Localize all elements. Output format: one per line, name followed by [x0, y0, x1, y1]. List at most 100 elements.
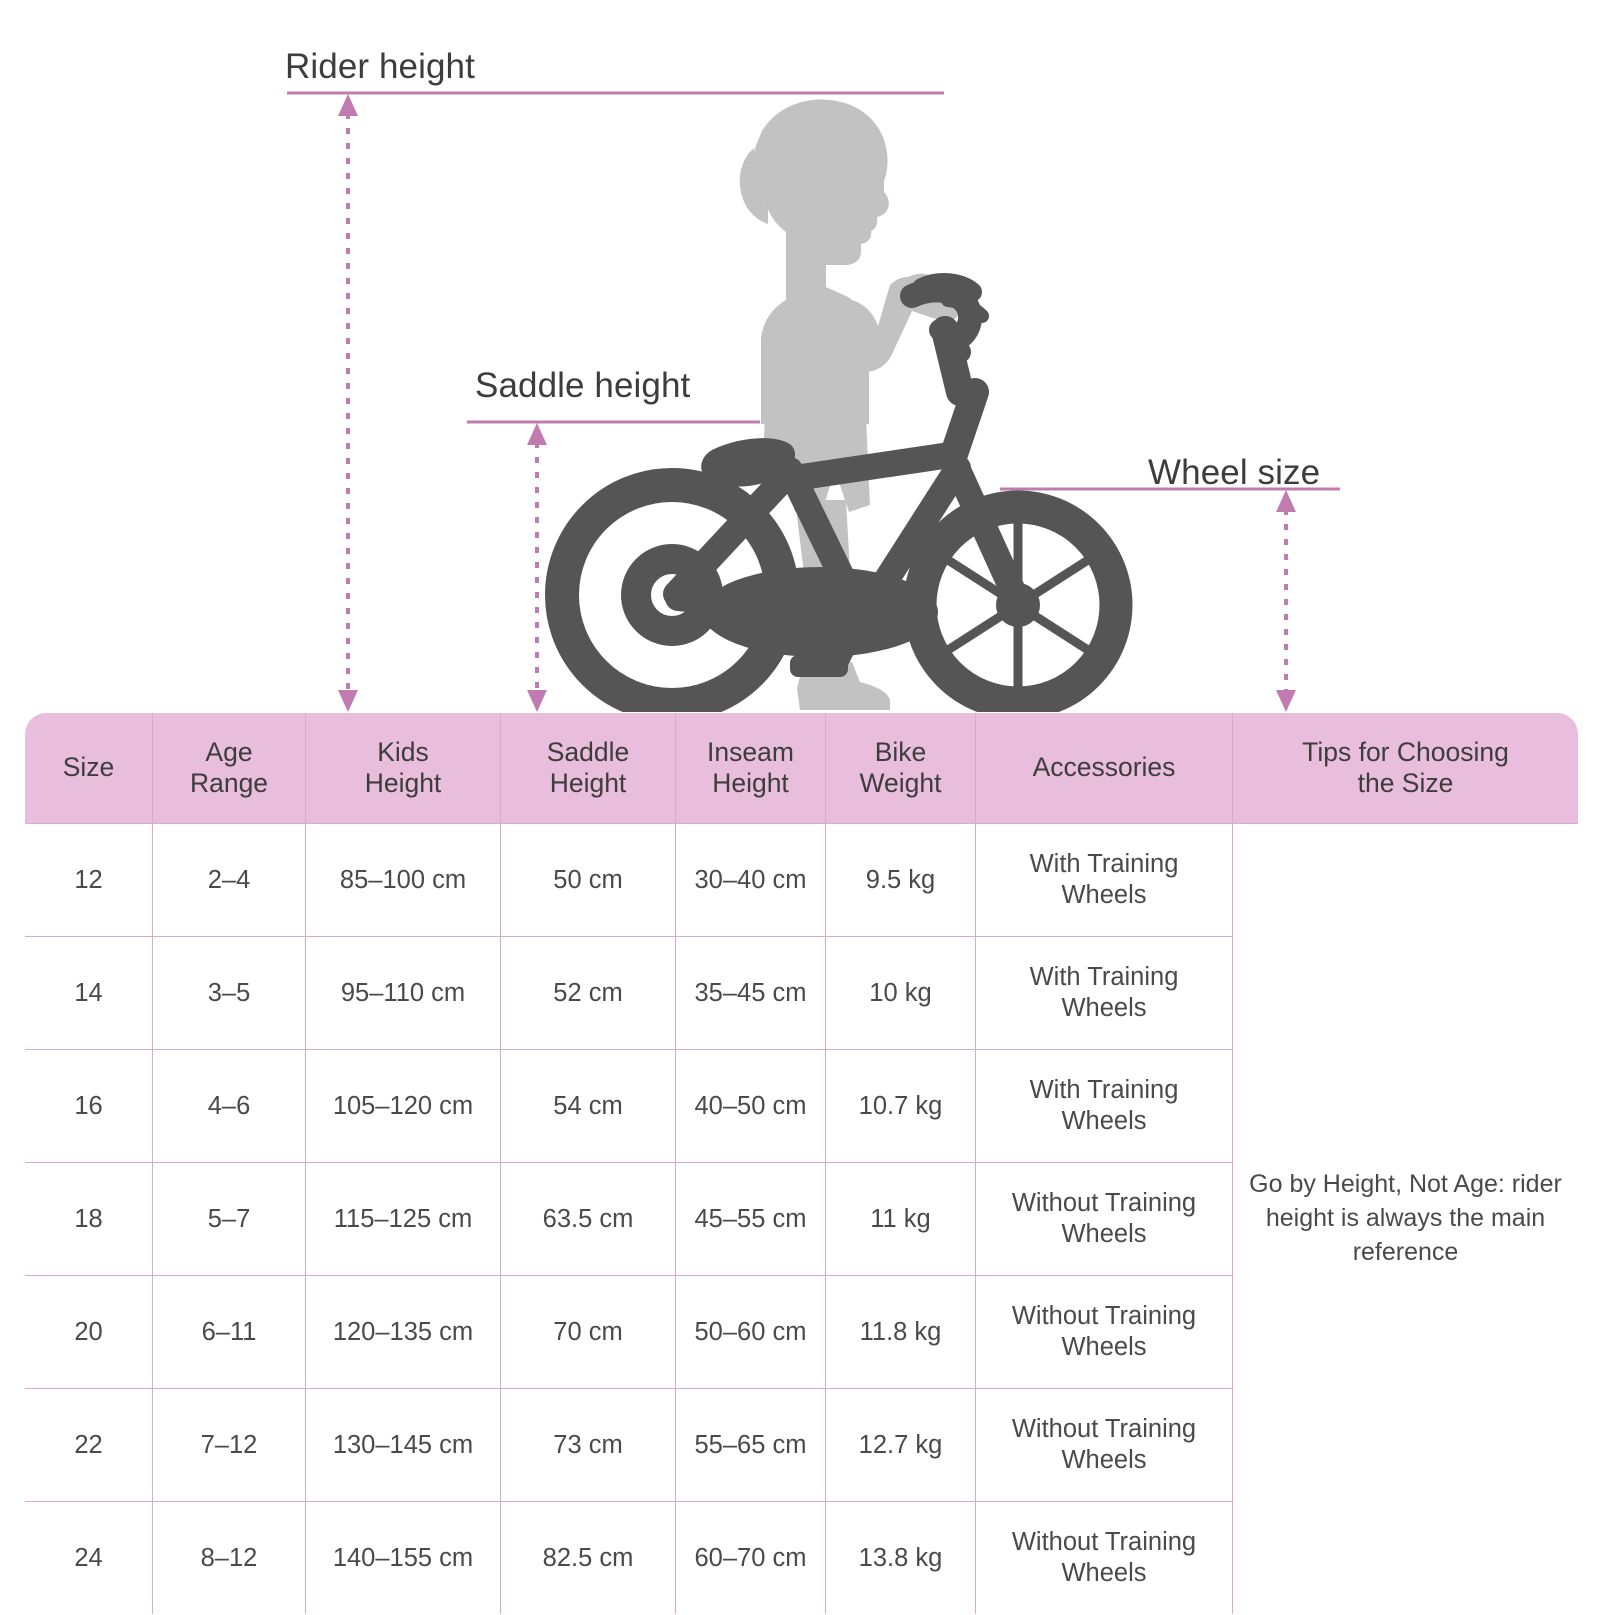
cell-kids-height: 95–110 cm [305, 936, 501, 1050]
cell-weight: 11 kg [825, 1162, 976, 1276]
cell-inseam: 55–65 cm [675, 1388, 826, 1502]
cell-kids-height: 105–120 cm [305, 1049, 501, 1163]
table-row: 20 6–11 120–135 cm 70 cm 50–60 cm 11.8 k… [25, 1275, 1578, 1389]
cell-accessories: Without Training Wheels [975, 1388, 1233, 1502]
cell-saddle-height: 54 cm [500, 1049, 676, 1163]
table-header: Size Age Range Kids Height Saddle Height… [25, 713, 1578, 824]
kids-bicycle-silhouette-icon [545, 273, 1133, 720]
header-text-line1: Inseam [707, 736, 794, 767]
cell-size: 18 [25, 1162, 153, 1276]
cell-saddle-height: 70 cm [500, 1275, 676, 1389]
cell-size: 22 [25, 1388, 153, 1502]
cell-saddle-height: 63.5 cm [500, 1162, 676, 1276]
table-row: 18 5–7 115–125 cm 63.5 cm 45–55 cm 11 kg… [25, 1162, 1578, 1276]
column-header-saddle-height: Saddle Height [500, 713, 676, 824]
accessories-line1: With Training [1029, 850, 1179, 879]
cell-kids-height: 140–155 cm [305, 1501, 501, 1614]
cell-accessories: With Training Wheels [975, 823, 1233, 937]
cell-saddle-height: 73 cm [500, 1388, 676, 1502]
header-text-line2: Weight [859, 768, 942, 798]
header-text-line1: Saddle [546, 736, 630, 767]
accessories-line2: Wheels [1061, 1220, 1147, 1248]
cell-size: 12 [25, 823, 153, 937]
accessories-line2: Wheels [1061, 881, 1147, 909]
cell-kids-height: 130–145 cm [305, 1388, 501, 1502]
cell-size: 20 [25, 1275, 153, 1389]
cell-weight: 11.8 kg [825, 1275, 976, 1389]
column-header-tips: Tips for Choosing the Size [1232, 713, 1578, 824]
bike-size-table: Size Age Range Kids Height Saddle Height… [24, 712, 1579, 1615]
saddle-height-arrow [527, 423, 547, 712]
accessories-line2: Wheels [1061, 1559, 1147, 1587]
cell-age: 6–11 [152, 1275, 306, 1389]
cell-inseam: 45–55 cm [675, 1162, 826, 1276]
accessories-line1: Without Training [1011, 1528, 1197, 1557]
table-row: 14 3–5 95–110 cm 52 cm 35–45 cm 10 kg Wi… [25, 936, 1578, 1050]
cell-saddle-height: 52 cm [500, 936, 676, 1050]
header-text-line2: Height [712, 768, 789, 798]
cell-accessories: With Training Wheels [975, 936, 1233, 1050]
cell-age: 2–4 [152, 823, 306, 937]
cell-accessories: With Training Wheels [975, 1049, 1233, 1163]
wheel-size-arrow [1276, 490, 1296, 712]
header-text: Accessories [1032, 752, 1176, 783]
cell-kids-height: 85–100 cm [305, 823, 501, 937]
cell-size: 24 [25, 1501, 153, 1614]
table-body: 12 2–4 85–100 cm 50 cm 30–40 cm 9.5 kg W… [25, 823, 1578, 1614]
column-header-inseam-height: Inseam Height [675, 713, 826, 824]
cell-saddle-height: 82.5 cm [500, 1501, 676, 1614]
table-row: 24 8–12 140–155 cm 82.5 cm 60–70 cm 13.8… [25, 1501, 1578, 1614]
table-header-row: Size Age Range Kids Height Saddle Height… [25, 713, 1578, 824]
header-text: Size [62, 752, 115, 783]
accessories-line1: Without Training [1011, 1302, 1197, 1331]
column-header-accessories: Accessories [975, 713, 1233, 824]
cell-weight: 12.7 kg [825, 1388, 976, 1502]
cell-tips: Go by Height, Not Age: rider height is a… [1232, 823, 1578, 1614]
cell-age: 4–6 [152, 1049, 306, 1163]
cell-age: 7–12 [152, 1388, 306, 1502]
cell-inseam: 60–70 cm [675, 1501, 826, 1614]
header-text-line2: Range [189, 768, 269, 798]
column-header-age-range: Age Range [152, 713, 306, 824]
wheel-size-label: Wheel size [1148, 453, 1321, 492]
header-text-line2: Height [364, 768, 442, 798]
accessories-line2: Wheels [1061, 1333, 1147, 1361]
accessories-line1: Without Training [1011, 1415, 1197, 1444]
cell-inseam: 35–45 cm [675, 936, 826, 1050]
cell-size: 14 [25, 936, 153, 1050]
brake-lever-icon [941, 293, 989, 323]
rider-height-label: Rider height [285, 47, 475, 86]
cell-saddle-height: 50 cm [500, 823, 676, 937]
cell-inseam: 40–50 cm [675, 1049, 826, 1163]
cell-inseam: 50–60 cm [675, 1275, 826, 1389]
header-text-line2: the Size [1357, 768, 1454, 798]
header-text-line1: Kids [377, 736, 429, 767]
saddle-icon [701, 438, 796, 487]
table-row: 16 4–6 105–120 cm 54 cm 40–50 cm 10.7 kg… [25, 1049, 1578, 1163]
saddle-height-label: Saddle height [475, 366, 691, 405]
header-text-line1: Age [205, 736, 253, 767]
cell-age: 3–5 [152, 936, 306, 1050]
pedal-icon [790, 655, 848, 677]
cell-age: 5–7 [152, 1162, 306, 1276]
column-header-size: Size [25, 713, 153, 824]
accessories-line1: With Training [1029, 1076, 1179, 1105]
illustration-panel: Rider height Saddle height Wheel size [0, 0, 1600, 720]
table-row: 12 2–4 85–100 cm 50 cm 30–40 cm 9.5 kg W… [25, 823, 1578, 1614]
accessories-line1: With Training [1029, 963, 1179, 992]
accessories-line2: Wheels [1061, 994, 1147, 1022]
column-header-kids-height: Kids Height [305, 713, 501, 824]
cell-inseam: 30–40 cm [675, 823, 826, 937]
accessories-line2: Wheels [1061, 1446, 1147, 1474]
rider-height-arrow [338, 94, 358, 712]
cell-accessories: Without Training Wheels [975, 1501, 1233, 1614]
header-text-line2: Height [549, 768, 627, 798]
accessories-line2: Wheels [1061, 1107, 1147, 1135]
cell-weight: 10.7 kg [825, 1049, 976, 1163]
cell-kids-height: 115–125 cm [305, 1162, 501, 1276]
column-header-bike-weight: Bike Weight [825, 713, 976, 824]
cell-weight: 13.8 kg [825, 1501, 976, 1614]
cell-weight: 10 kg [825, 936, 976, 1050]
header-text-line1: Bike [874, 736, 927, 767]
cell-accessories: Without Training Wheels [975, 1162, 1233, 1276]
